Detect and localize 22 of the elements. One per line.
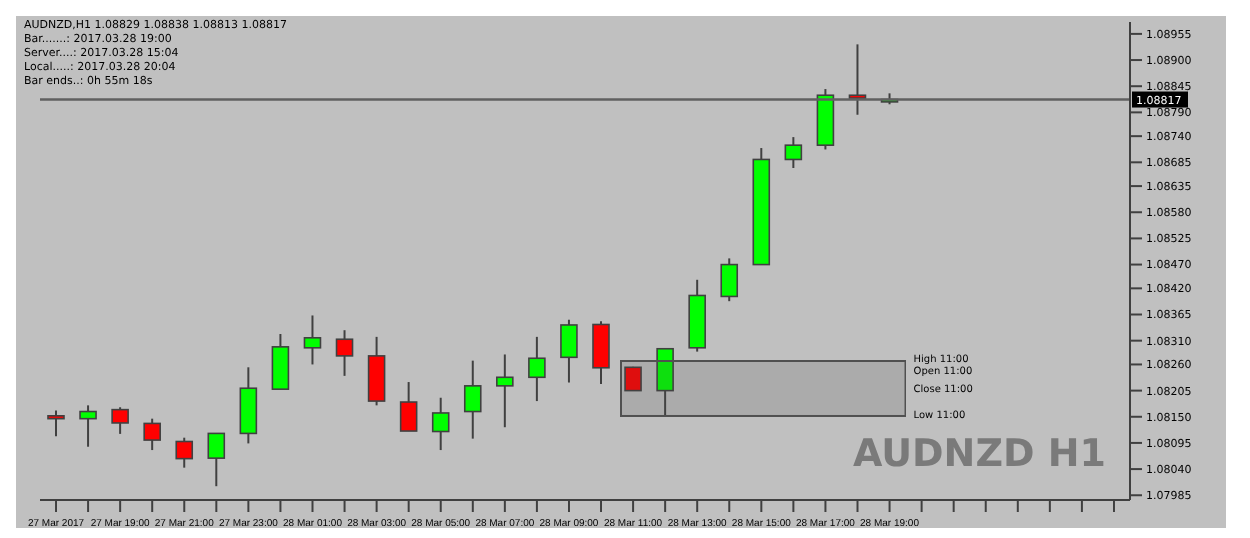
candlestick (239, 366, 258, 445)
candlestick (463, 359, 482, 440)
candlestick (111, 406, 129, 435)
candlestick (560, 318, 578, 384)
candlestick (399, 381, 418, 433)
candlestick (528, 335, 546, 403)
candlestick (79, 404, 97, 448)
candlestick (335, 329, 354, 377)
candlestick (207, 432, 226, 488)
candlestick (592, 320, 610, 385)
candlestick (784, 136, 803, 170)
candlestick (431, 396, 450, 452)
candlestick (367, 335, 386, 407)
candlestick (303, 314, 322, 366)
candlestick (143, 417, 161, 452)
annotation: AUDNZD H1 (852, 432, 1106, 476)
candlestick (271, 333, 290, 391)
candlestick (720, 257, 739, 303)
candlestick (175, 436, 194, 469)
candlestick (496, 353, 514, 429)
candlestick (47, 409, 65, 438)
candlestick (656, 347, 674, 417)
